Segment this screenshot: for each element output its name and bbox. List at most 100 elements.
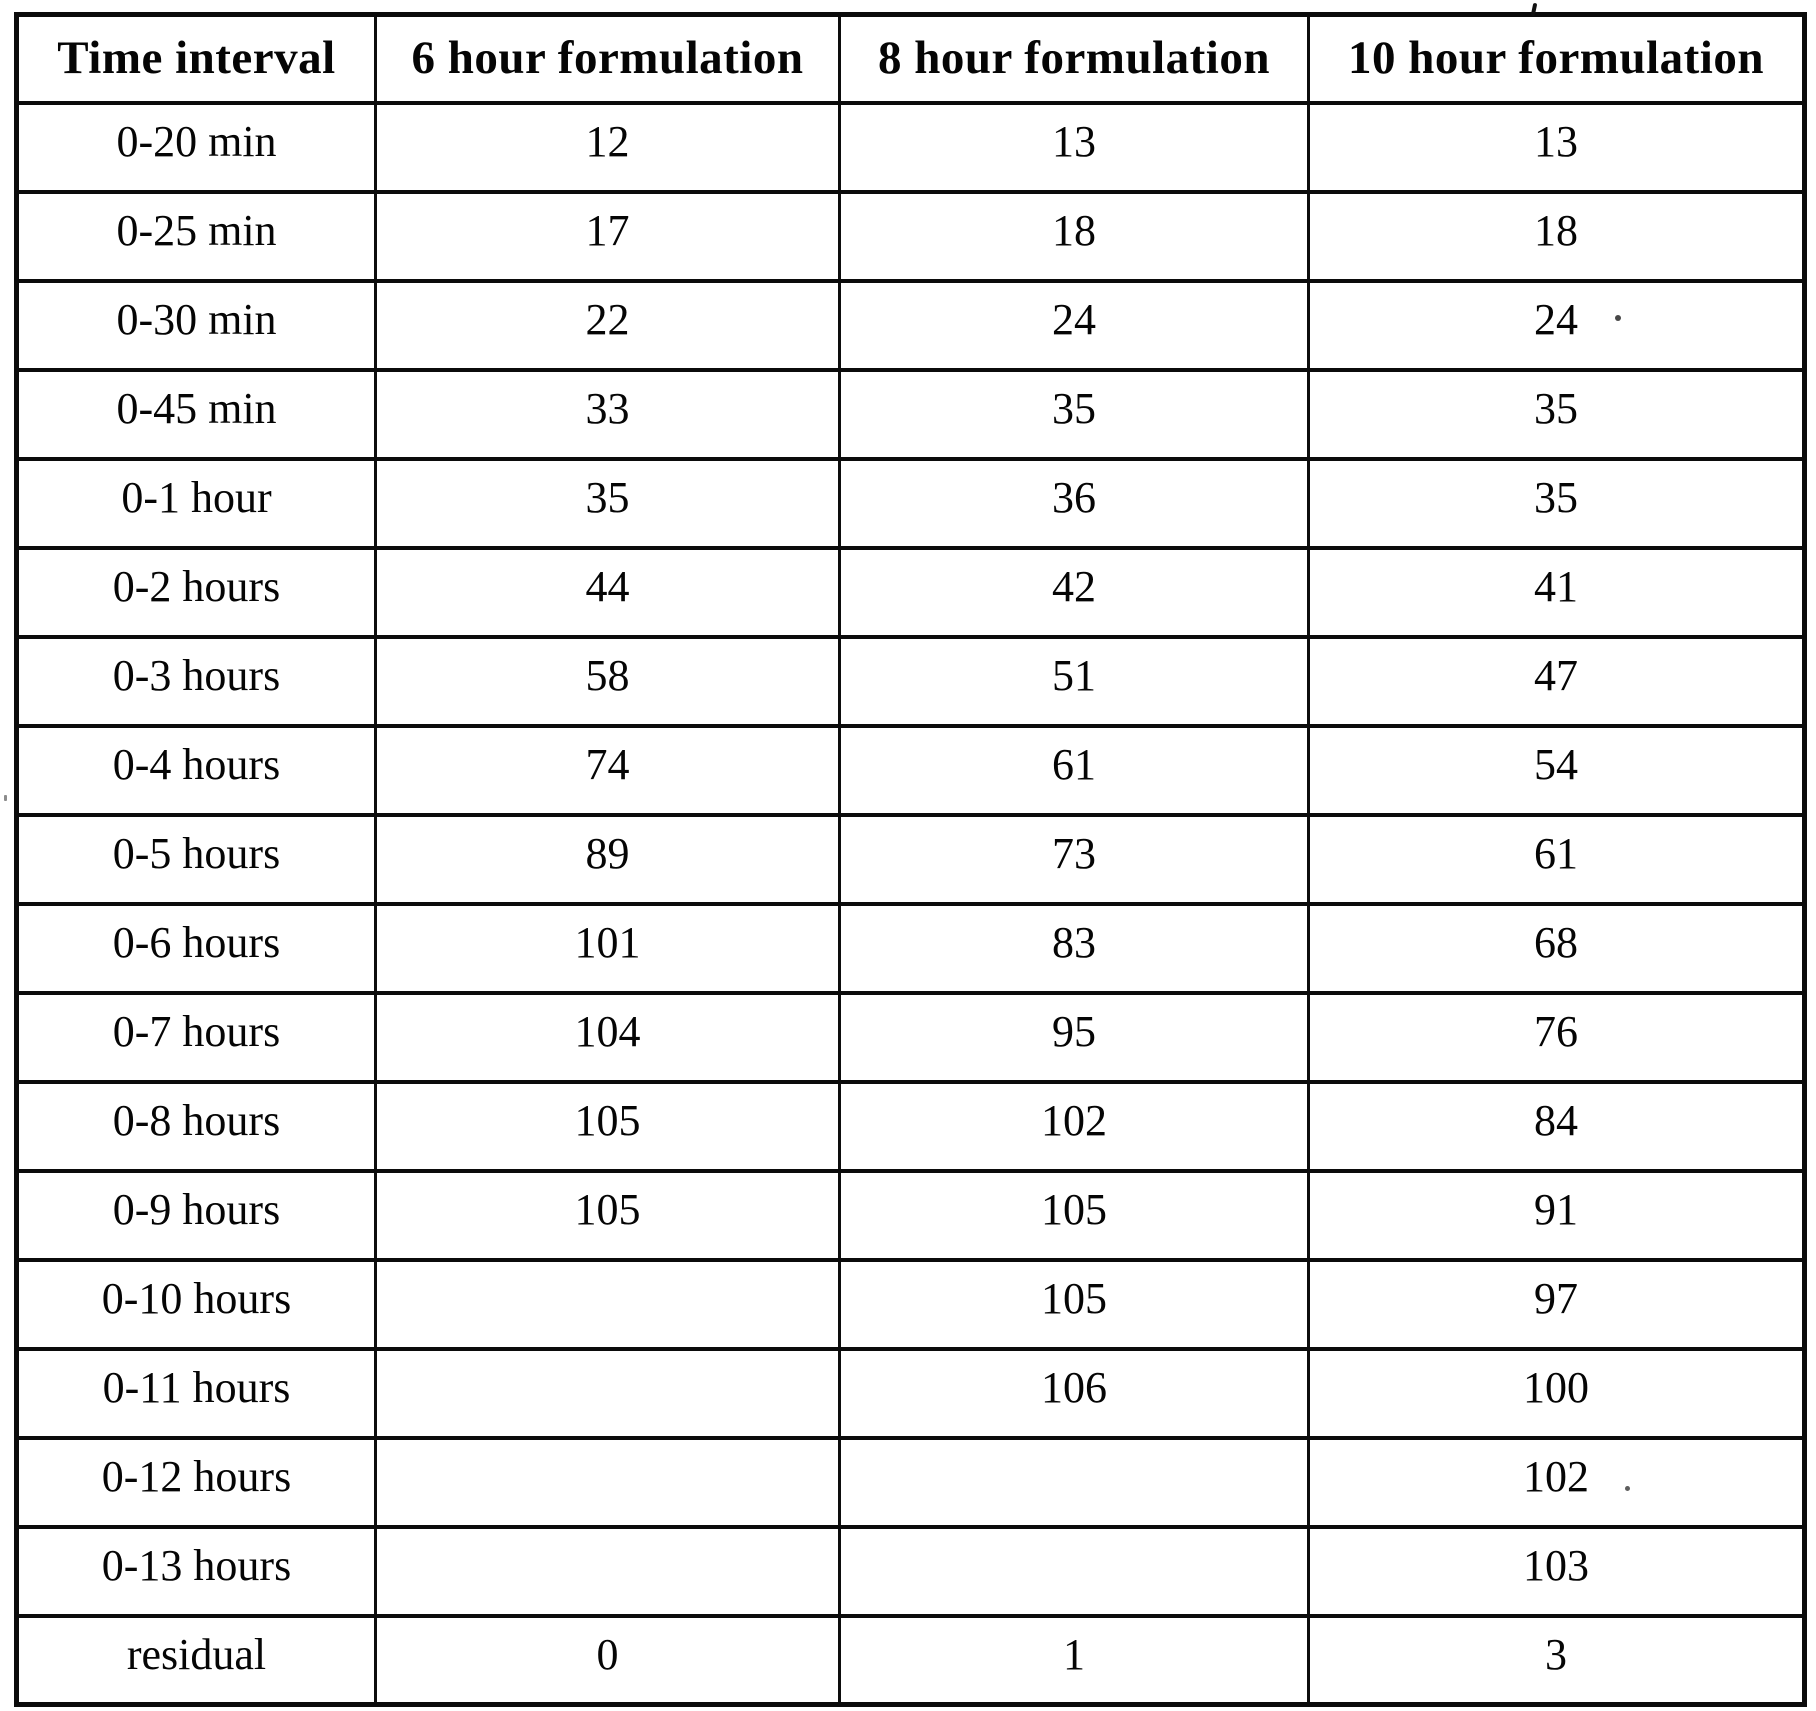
time-interval-cell: 0-11 hours [15,1346,377,1440]
column-header-time-interval: Time interval [15,12,377,105]
release-value-cell: 18 [838,189,1310,283]
release-value-cell: 13 [838,100,1310,194]
table-row: 0-6 hours 101 83 68 [15,901,1806,995]
release-value-cell: 58 [374,634,841,728]
scan-artifact-dot [1625,1486,1630,1491]
release-value-cell: 35 [1307,367,1806,461]
table-row: 0-11 hours 106 100 [15,1346,1806,1440]
table-row: 0-3 hours 58 51 47 [15,634,1806,728]
release-value-cell: 24 [1307,278,1806,372]
release-value-cell: 103 [1307,1524,1806,1618]
time-interval-cell: 0-5 hours [15,812,377,906]
release-value-cell: 105 [374,1079,841,1173]
release-value-cell: 35 [374,456,841,550]
scan-artifact-dot [1615,315,1621,321]
release-value-cell [374,1524,841,1618]
release-value-cell: 68 [1307,901,1806,995]
release-value-cell: 47 [1307,634,1806,728]
table-row: 0-25 min 17 18 18 [15,189,1806,283]
table-row: 0-1 hour 35 36 35 [15,456,1806,550]
time-interval-cell: 0-45 min [15,367,377,461]
table-row: 0-13 hours 103 [15,1524,1806,1618]
release-value-cell: 83 [838,901,1310,995]
release-value-cell: 76 [1307,990,1806,1084]
time-interval-cell: 0-3 hours [15,634,377,728]
release-value-cell: 106 [838,1346,1310,1440]
release-value-cell: 105 [838,1257,1310,1351]
table-row: 0-20 min 12 13 13 [15,100,1806,194]
release-value-cell: 89 [374,812,841,906]
release-value-cell: 44 [374,545,841,639]
release-value-cell: 13 [1307,100,1806,194]
release-value-cell [374,1257,841,1351]
release-value-cell: 12 [374,100,841,194]
column-header-6-hour-formulation: 6 hour formulation [374,12,841,105]
release-value-cell: 95 [838,990,1310,1084]
table-row: 0-2 hours 44 42 41 [15,545,1806,639]
release-value-cell: 91 [1307,1168,1806,1262]
release-value-cell: 33 [374,367,841,461]
release-value-cell: 104 [374,990,841,1084]
time-interval-cell: 0-2 hours [15,545,377,639]
time-interval-cell: residual [15,1613,377,1707]
table-row: 0-45 min 33 35 35 [15,367,1806,461]
table-row: 0-10 hours 105 97 [15,1257,1806,1351]
scan-artifact-speck [4,795,7,801]
table-row: 0-8 hours 105 102 84 [15,1079,1806,1173]
release-value-cell: 42 [838,545,1310,639]
release-value-cell: 84 [1307,1079,1806,1173]
release-value-cell [374,1435,841,1529]
table-row: 0-9 hours 105 105 91 [15,1168,1806,1262]
release-value-cell: 51 [838,634,1310,728]
time-interval-cell: 0-7 hours [15,990,377,1084]
column-header-10-hour-formulation: 10 hour formulation [1307,12,1806,105]
time-interval-cell: 0-9 hours [15,1168,377,1262]
table-row: 0-4 hours 74 61 54 [15,723,1806,817]
release-value-cell: 22 [374,278,841,372]
release-value-cell: 61 [838,723,1310,817]
release-value-cell: 105 [838,1168,1310,1262]
release-value-cell: 105 [374,1168,841,1262]
release-value-cell: 17 [374,189,841,283]
release-value-cell: 102 [1307,1435,1806,1529]
time-interval-cell: 0-8 hours [15,1079,377,1173]
release-value-cell: 35 [1307,456,1806,550]
time-interval-cell: 0-20 min [15,100,377,194]
release-value-cell: 18 [1307,189,1806,283]
table-body: 0-20 min 12 13 13 0-25 min 17 18 18 0-30 min 22 24… [15,100,1806,1707]
time-interval-cell: 0-10 hours [15,1257,377,1351]
time-interval-cell: 0-6 hours [15,901,377,995]
table-header-row: Time interval 6 hour formulation 8 hour … [15,12,1806,105]
release-value-cell: 102 [838,1079,1310,1173]
release-value-cell: 101 [374,901,841,995]
table-row: 0-30 min 22 24 24 [15,278,1806,372]
release-value-cell: 0 [374,1613,841,1707]
release-value-cell: 54 [1307,723,1806,817]
table-row: 0-7 hours 104 95 76 [15,990,1806,1084]
table-row: 0-12 hours 102 [15,1435,1806,1529]
release-value-cell: 35 [838,367,1310,461]
release-value-cell: 74 [374,723,841,817]
release-value-cell: 61 [1307,812,1806,906]
release-value-cell: 97 [1307,1257,1806,1351]
release-value-cell [374,1346,841,1440]
time-interval-cell: 0-13 hours [15,1524,377,1618]
release-value-cell: 24 [838,278,1310,372]
formulation-release-table: Time interval 6 hour formulation 8 hour … [14,12,1807,1707]
time-interval-cell: 0-25 min [15,189,377,283]
table-row: residual 0 1 3 [15,1613,1806,1707]
release-value-cell [838,1435,1310,1529]
release-value-cell: 41 [1307,545,1806,639]
release-value-cell: 100 [1307,1346,1806,1440]
release-value-cell [838,1524,1310,1618]
time-interval-cell: 0-30 min [15,278,377,372]
release-value-cell: 1 [838,1613,1310,1707]
time-interval-cell: 0-1 hour [15,456,377,550]
table-row: 0-5 hours 89 73 61 [15,812,1806,906]
release-value-cell: 73 [838,812,1310,906]
time-interval-cell: 0-12 hours [15,1435,377,1529]
column-header-8-hour-formulation: 8 hour formulation [838,12,1310,105]
time-interval-cell: 0-4 hours [15,723,377,817]
release-value-cell: 3 [1307,1613,1806,1707]
table-header: Time interval 6 hour formulation 8 hour … [15,12,1806,105]
